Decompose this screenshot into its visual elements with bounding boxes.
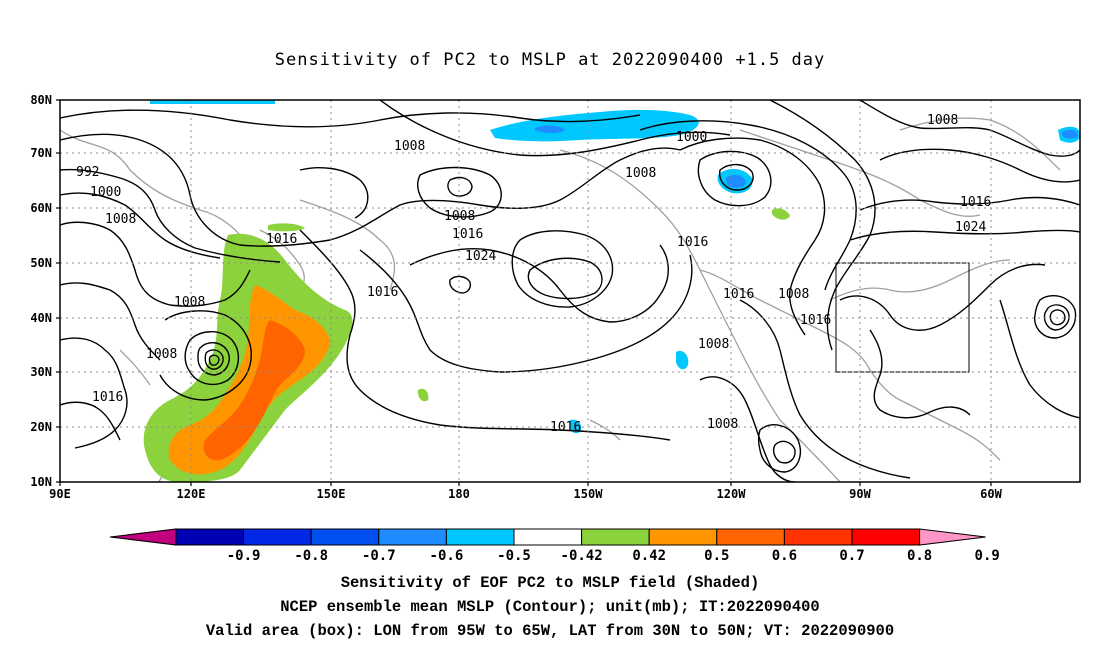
colorbar-label: 0.42: [632, 548, 666, 564]
colorbar-segment: [109, 528, 177, 546]
isobar-label-group: 992 1000 1008 1008 1016 1016 1024 1016 1…: [76, 113, 991, 435]
colorbar-label: -0.42: [561, 548, 603, 564]
lon-label: 120W: [717, 487, 747, 501]
colorbar-label: 0.9: [975, 548, 1000, 564]
negative-shading-lightblue-1: [490, 109, 699, 142]
lon-label: 150E: [317, 487, 346, 501]
colorbar-label: -0.5: [497, 548, 531, 564]
colorbar-label: -0.9: [227, 548, 261, 564]
colorbar-segment: [783, 528, 853, 546]
colorbar-segment: [851, 528, 921, 546]
negative-shading-lightblue-6: [569, 419, 582, 434]
colorbar: -0.9 -0.8 -0.7 -0.6 -0.5 -0.42 0.42 0.5 0.6 0.7 0.…: [109, 528, 1000, 564]
positive-shading-green-small-1: [772, 208, 790, 220]
colorbar-label: 0.8: [907, 548, 932, 564]
colorbar-segment: [175, 528, 245, 546]
lat-label: 30N: [30, 365, 52, 379]
negative-shading-lightblue-5: [676, 350, 689, 370]
negative-shading-blue-1: [535, 125, 565, 133]
colorbar-segment: [648, 528, 718, 546]
positive-shading-green-small-3: [417, 388, 429, 402]
colorbar-segment: [716, 528, 785, 546]
lat-label: 20N: [30, 420, 52, 434]
colorbar-label: 0.5: [704, 548, 729, 564]
isobar-label: 1000: [90, 185, 121, 200]
footer-line-shaded: Sensitivity of EOF PC2 to MSLP field (Sh…: [340, 574, 760, 592]
colorbar-segment: [378, 528, 447, 546]
map-title: Sensitivity of PC2 to MSLP at 2022090400…: [274, 50, 826, 70]
isobar-label: 1000: [676, 130, 707, 145]
lon-label: 90W: [849, 487, 871, 501]
isobar-label: 1016: [452, 227, 483, 242]
isobar-label: 1016: [723, 287, 754, 302]
footer-line-valid-area: Valid area (box): LON from 95W to 65W, L…: [205, 622, 895, 640]
lat-label: 10N: [30, 475, 52, 489]
isobar-label: 1016: [367, 285, 398, 300]
isobar-label: 1024: [955, 220, 986, 235]
map-frame: [59, 99, 1081, 483]
isobar-label: 1008: [778, 287, 809, 302]
grid-lines: [60, 100, 1080, 482]
map-plot-area: 992 1000 1008 1008 1016 1016 1024 1016 1…: [60, 100, 1080, 482]
footer-line-contour: NCEP ensemble mean MSLP (Contour); unit(…: [280, 598, 820, 616]
lat-label: 40N: [30, 311, 52, 325]
colorbar-label: 0.7: [839, 548, 864, 564]
lat-label: 50N: [30, 256, 52, 270]
colorbar-label: -0.8: [294, 548, 328, 564]
isobar-label: 1024: [465, 249, 496, 264]
lon-label: 180: [448, 487, 470, 501]
colorbar-segment: [445, 528, 515, 546]
lat-axis: [56, 99, 60, 483]
isobar-label: 992: [76, 165, 99, 180]
lon-label: 60W: [980, 487, 1002, 501]
isobar-label: 1008: [394, 139, 425, 154]
sensitivity-shading: [143, 100, 1080, 482]
isobar-label: 1008: [927, 113, 958, 128]
lon-label: 150W: [574, 487, 604, 501]
lat-label: 80N: [30, 93, 52, 107]
colorbar-segment: [919, 528, 986, 546]
colorbar-label: -0.7: [362, 548, 396, 564]
isobar-label: 1008: [625, 166, 656, 181]
isobar-label: 1016: [800, 313, 831, 328]
isobar-label: 1016: [960, 195, 991, 210]
isobar-label: 1008: [444, 209, 475, 224]
isobar-label: 1008: [146, 347, 177, 362]
negative-shading-lightblue-4: [150, 100, 275, 104]
lon-label: 90E: [49, 487, 71, 501]
lat-label: 60N: [30, 201, 52, 215]
colorbar-label: -0.6: [430, 548, 464, 564]
isobar-label: 1008: [105, 212, 136, 227]
lat-label: 70N: [30, 146, 52, 160]
isobar-label: 1008: [174, 295, 205, 310]
isobar-label: 1016: [550, 420, 581, 435]
positive-shading-darkorange: [203, 320, 305, 461]
colorbar-segment: [581, 528, 650, 546]
positive-shading-green-small-2: [268, 223, 305, 232]
lon-axis: [59, 482, 992, 486]
isobar-label: 1016: [266, 232, 297, 247]
colorbar-segment: [243, 528, 312, 546]
negative-shading-blue-3: [1062, 129, 1078, 139]
isobar-label: 1016: [92, 390, 123, 405]
isobar-label: 1008: [698, 337, 729, 352]
colorbar-label: 0.6: [772, 548, 797, 564]
isobar-label: 1016: [677, 235, 708, 250]
isobar-label: 1008: [707, 417, 738, 432]
colorbar-segment: [513, 528, 583, 546]
lon-label: 120E: [177, 487, 206, 501]
colorbar-segment: [310, 528, 380, 546]
